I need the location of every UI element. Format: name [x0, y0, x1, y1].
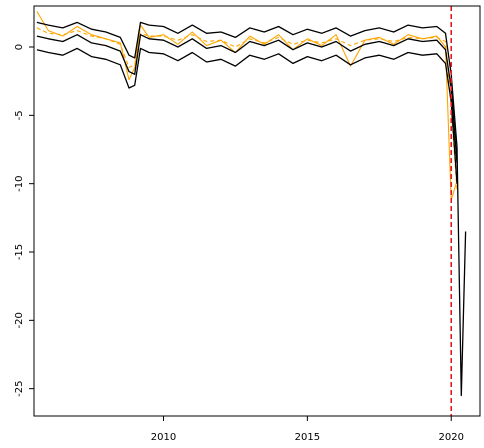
series-line-5 — [36, 47, 458, 184]
y-tick-label: -10 — [14, 175, 25, 191]
series-line-4 — [36, 34, 458, 164]
y-tick-label: 0 — [14, 44, 25, 50]
y-axis: 0 -5 -10 -15 -20 -25 — [14, 44, 34, 397]
series-layer — [36, 11, 467, 397]
series-line-1 — [36, 11, 458, 201]
y-tick-label: -25 — [14, 380, 25, 396]
series-line-2 — [36, 27, 458, 191]
plot-frame — [33, 5, 481, 417]
y-tick-label: -20 — [14, 312, 25, 328]
x-tick-label: 2010 — [151, 432, 176, 443]
y-tick-label: -15 — [14, 244, 25, 260]
x-axis: 2010 2015 2020 — [151, 416, 464, 443]
x-tick-label: 2015 — [295, 432, 320, 443]
x-tick-label: 2020 — [438, 432, 463, 443]
y-tick-label: -5 — [14, 110, 25, 120]
series-line-3 — [36, 21, 467, 397]
